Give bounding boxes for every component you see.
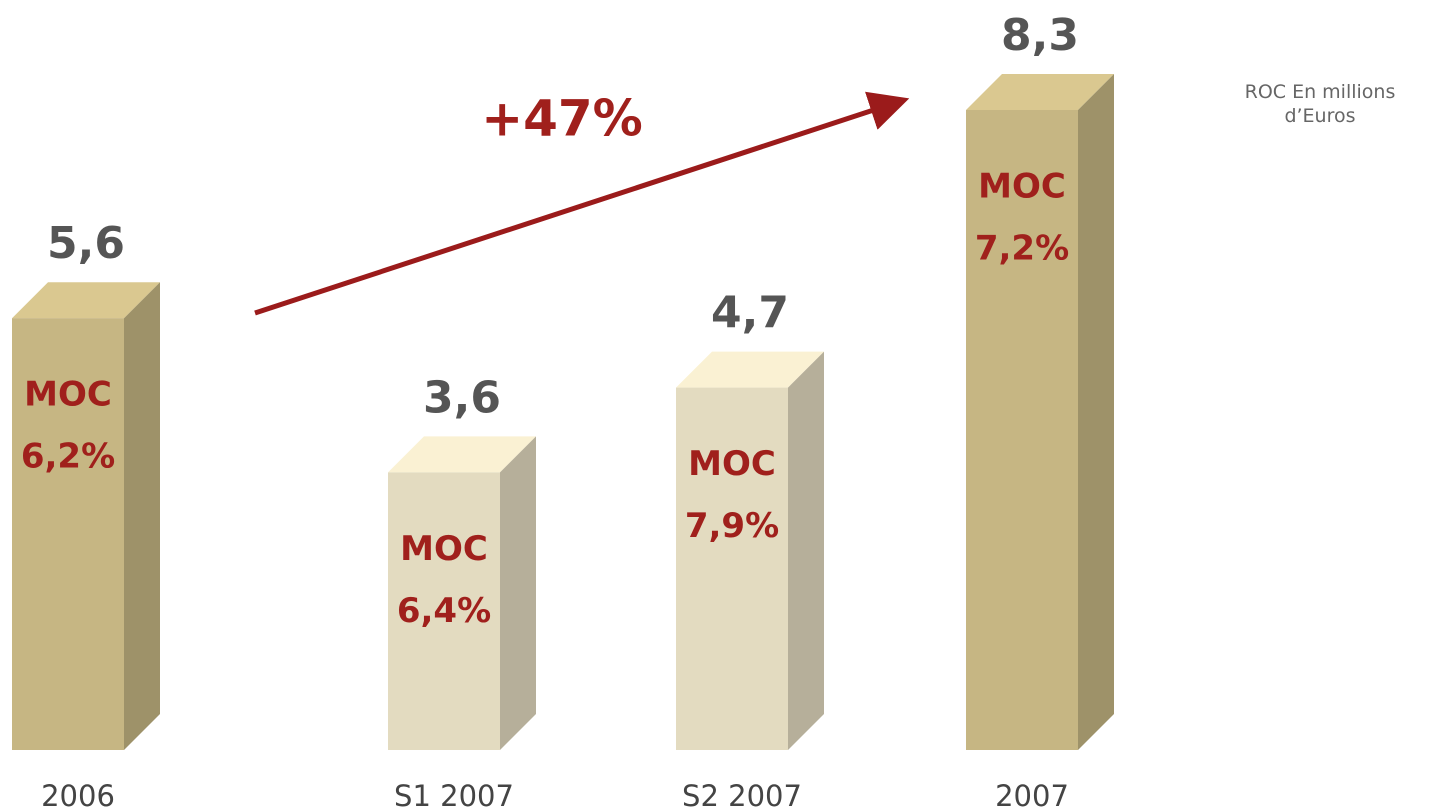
bar-side (124, 282, 160, 750)
margin-title: MOC (978, 167, 1066, 207)
value-label: 3,6 (423, 372, 501, 423)
bar-top (676, 351, 824, 388)
margin-title: MOC (400, 529, 488, 569)
bar-side (1078, 74, 1114, 750)
bar (388, 472, 500, 750)
unit-label: ROC En millions d’Euros (1244, 81, 1396, 127)
bar-side (788, 351, 824, 750)
bar-top (388, 436, 536, 473)
bar-side (500, 436, 536, 750)
x-tick-label: S1 2007 (394, 779, 514, 810)
margin-label: 7,9% (685, 506, 779, 546)
bar (676, 387, 788, 750)
growth-label: +47% (481, 90, 643, 148)
growth-arrow (254, 91, 910, 316)
value-label: 4,7 (711, 288, 789, 339)
margin-label: 6,2% (21, 437, 115, 477)
x-tick-label: 2006 (41, 779, 115, 810)
bar (12, 318, 124, 750)
x-tick-label: 2007 (995, 779, 1069, 810)
value-label: 5,6 (47, 218, 125, 269)
bar (966, 110, 1078, 750)
margin-label: 7,2% (975, 229, 1069, 269)
value-label: 8,3 (1001, 10, 1079, 61)
margin-title: MOC (688, 444, 776, 484)
x-tick-label: S2 2007 (682, 779, 802, 810)
bar-top (966, 74, 1114, 110)
margin-label: 6,4% (397, 591, 491, 631)
bar-top (12, 282, 160, 319)
margin-title: MOC (24, 375, 112, 415)
